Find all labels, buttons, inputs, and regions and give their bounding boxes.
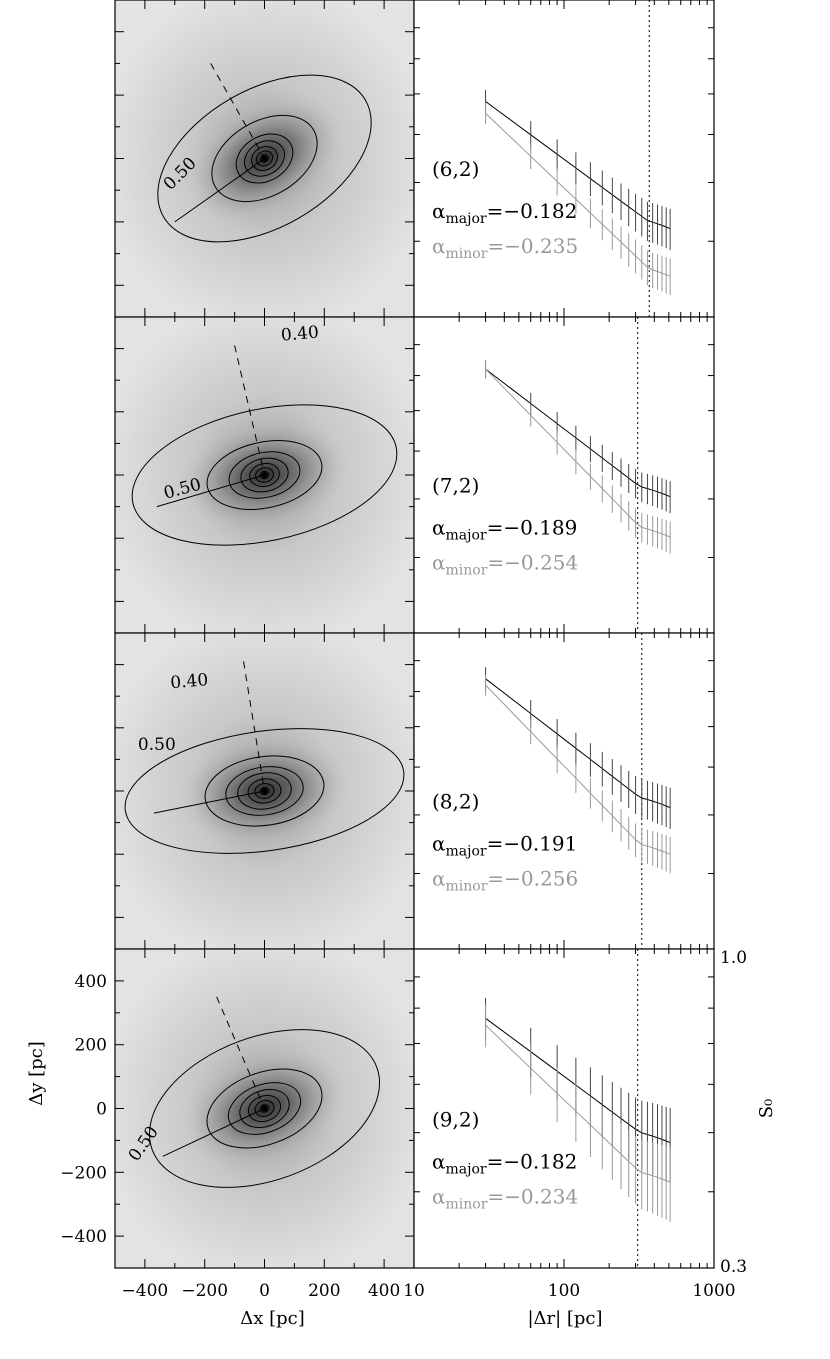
panel-label: (9,2) bbox=[432, 1108, 479, 1132]
contour-line bbox=[227, 1082, 302, 1135]
y-axis-title: Δy [pc] bbox=[26, 1041, 47, 1106]
map-contents: 0.500.40 bbox=[131, 323, 398, 546]
contour-line bbox=[255, 150, 274, 167]
map-contents: 0.50 bbox=[157, 63, 372, 243]
contour-line bbox=[124, 728, 405, 854]
x-tick-label: −400 bbox=[122, 1281, 169, 1301]
panel-label: (6,2) bbox=[432, 157, 479, 181]
profile-frame bbox=[413, 948, 715, 1269]
contour-line bbox=[206, 440, 323, 510]
x-tick-label: 200 bbox=[308, 1281, 340, 1301]
x-tick-label: 0 bbox=[259, 1281, 270, 1301]
y-tick-label: 0.3 bbox=[720, 1257, 747, 1277]
y-tick-label: 200 bbox=[75, 1036, 107, 1056]
major-axis-line bbox=[153, 790, 265, 814]
map-contents: 0.50 bbox=[125, 996, 381, 1188]
map-panels: 0.500.500.400.400.500.50 bbox=[114, 0, 415, 1269]
contour-line bbox=[237, 772, 292, 810]
contour-line bbox=[255, 467, 274, 483]
x-tick-label: −200 bbox=[181, 1281, 228, 1301]
y-tick-label: −200 bbox=[60, 1163, 107, 1183]
minor-axis-line bbox=[210, 63, 265, 159]
y-tick-label: 0 bbox=[96, 1100, 107, 1120]
contour-label: 0.40 bbox=[170, 670, 209, 693]
panel-label: (8,2) bbox=[432, 790, 479, 814]
y-tick-label: 1.0 bbox=[720, 948, 747, 968]
contour-line bbox=[206, 1068, 323, 1149]
contour-line bbox=[204, 755, 325, 827]
major-axis-line bbox=[174, 158, 265, 223]
contour-line bbox=[240, 457, 289, 493]
contour-line bbox=[148, 1029, 381, 1188]
x-tick-label: 100 bbox=[548, 1281, 580, 1301]
profile-frame bbox=[413, 316, 715, 634]
alpha-major-label: αmajor=−0.182 bbox=[432, 199, 577, 227]
contour-line bbox=[131, 404, 398, 546]
contour-line bbox=[157, 74, 372, 243]
map-panel-(9,2): 0.50 bbox=[114, 948, 415, 1269]
map-contents: 0.40 0.50 bbox=[124, 661, 405, 854]
major-axis-line bbox=[156, 474, 265, 508]
major-axis-line bbox=[162, 1108, 265, 1157]
contour-label: 0.50 bbox=[138, 735, 176, 755]
y-tick-label: −400 bbox=[60, 1227, 107, 1247]
profile-frame bbox=[413, 0, 715, 318]
contour-line bbox=[235, 133, 294, 184]
x-tick-label: 10 bbox=[403, 1281, 425, 1301]
axis-labels: −400 −200 0 200 400 400 200 0 −200 −400 10 100 1000 1… bbox=[26, 948, 777, 1329]
contour-line bbox=[254, 1099, 275, 1118]
contour-label: 0.40 bbox=[280, 323, 319, 346]
y-axis-title: S₀ bbox=[756, 1099, 777, 1119]
profile-frame bbox=[413, 632, 715, 950]
contour-line bbox=[239, 1089, 290, 1128]
x-axis-title: Δx [pc] bbox=[240, 1308, 305, 1329]
map-panel-(8,2): 0.40 0.50 bbox=[114, 632, 415, 950]
contour-line bbox=[247, 1094, 282, 1123]
map-panel-(6,2): 0.50 bbox=[114, 0, 415, 318]
x-axis-title: |Δr| [pc] bbox=[527, 1308, 602, 1329]
x-tick-label: 1000 bbox=[692, 1281, 735, 1301]
y-tick-label: 400 bbox=[75, 972, 107, 992]
minor-axis-line bbox=[243, 661, 265, 792]
map-panel-(7,2): 0.500.40 bbox=[114, 316, 415, 634]
profile-panels: (6,2)αmajor=−0.182αminor=−0.235(7,2)αmaj… bbox=[413, 0, 715, 1269]
panel-label: (7,2) bbox=[432, 474, 479, 498]
minor-axis-line bbox=[234, 345, 265, 476]
x-tick-label: 400 bbox=[368, 1281, 400, 1301]
